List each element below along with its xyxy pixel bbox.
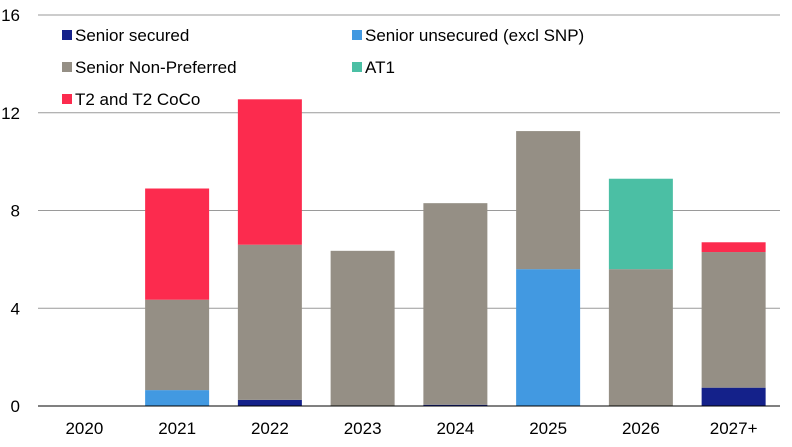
legend-label: AT1 bbox=[365, 58, 395, 77]
legend-item: Senior secured bbox=[62, 26, 189, 45]
x-tick-label: 2026 bbox=[622, 419, 660, 438]
legend-item: Senior Non-Preferred bbox=[62, 58, 237, 77]
legend-label: Senior unsecured (excl SNP) bbox=[365, 26, 584, 45]
x-tick-label: 2025 bbox=[529, 419, 567, 438]
x-tick-label: 2020 bbox=[65, 419, 103, 438]
x-tick-label: 2027+ bbox=[710, 419, 758, 438]
legend-item: T2 and T2 CoCo bbox=[62, 90, 200, 109]
bar-segment-senior-non-preferred-2023 bbox=[330, 250, 395, 406]
bar-segment-t2-and-t2-coco-2021 bbox=[145, 188, 210, 300]
x-tick-label: 2021 bbox=[158, 419, 196, 438]
bar-segment-t2-and-t2-coco-2022 bbox=[237, 99, 302, 245]
bar-segment-senior-secured-2024 bbox=[423, 404, 488, 406]
bar-segment-senior-unsecured-excl-snp-2021 bbox=[145, 390, 210, 406]
legend-label: Senior Non-Preferred bbox=[75, 58, 237, 77]
bars bbox=[145, 99, 766, 406]
bar-segment-t2-and-t2-coco-2027 bbox=[701, 242, 766, 253]
y-tick-label: 8 bbox=[11, 202, 20, 221]
x-tick-label: 2024 bbox=[436, 419, 474, 438]
y-tick-labels: 0 4 8 12 16 bbox=[1, 6, 20, 416]
legend-swatch bbox=[352, 30, 362, 40]
bar-segment-at1-2026 bbox=[608, 178, 673, 270]
legend-item: AT1 bbox=[352, 58, 395, 77]
legend-swatch bbox=[352, 62, 362, 72]
legend-item: Senior unsecured (excl SNP) bbox=[352, 26, 584, 45]
legend-swatch bbox=[62, 62, 72, 72]
x-tick-label: 2022 bbox=[251, 419, 289, 438]
legend-label: Senior secured bbox=[75, 26, 189, 45]
bar-segment-senior-secured-2022 bbox=[237, 399, 302, 406]
bar-segment-senior-non-preferred-2025 bbox=[516, 131, 581, 270]
bar-segment-senior-non-preferred-2024 bbox=[423, 203, 488, 405]
x-tick-label: 2023 bbox=[344, 419, 382, 438]
bar-segment-senior-non-preferred-2027 bbox=[701, 252, 766, 388]
bar-segment-senior-non-preferred-2026 bbox=[608, 269, 673, 406]
y-tick-label: 0 bbox=[11, 397, 20, 416]
y-tick-label: 16 bbox=[1, 6, 20, 25]
legend: Senior secured Senior unsecured (excl SNP… bbox=[62, 26, 584, 109]
legend-swatch bbox=[62, 94, 72, 104]
bar-segment-senior-unsecured-excl-snp-2025 bbox=[516, 269, 581, 406]
legend-label: T2 and T2 CoCo bbox=[75, 90, 200, 109]
y-tick-label: 4 bbox=[11, 299, 20, 318]
bar-segment-senior-non-preferred-2021 bbox=[145, 299, 210, 391]
bar-segment-senior-non-preferred-2022 bbox=[237, 244, 302, 400]
legend-swatch bbox=[62, 30, 72, 40]
x-tick-labels: 2020 2021 2022 2023 2024 2025 2026 2027+ bbox=[65, 419, 757, 438]
y-tick-label: 12 bbox=[1, 104, 20, 123]
bar-segment-senior-secured-2027 bbox=[701, 387, 766, 406]
